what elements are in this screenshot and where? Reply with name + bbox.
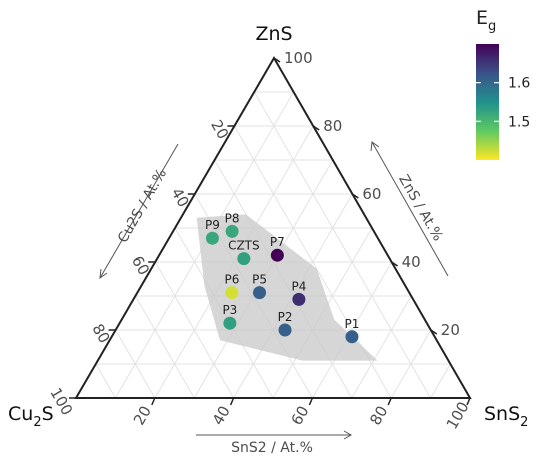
vertex-label-cu2s-tail: S xyxy=(42,403,54,425)
composition-region xyxy=(196,214,378,361)
point-p9 xyxy=(205,231,219,245)
vertex-label-sns2: SnS2 xyxy=(484,403,528,430)
vertex-label-sns2-base: SnS xyxy=(484,403,520,425)
colorbar-title-sub: g xyxy=(488,19,496,34)
point-p8 xyxy=(225,224,239,238)
vertex-label-zns: ZnS xyxy=(255,23,292,45)
vertex-label-cu2s: Cu2S xyxy=(8,403,54,430)
tick-mark-zns xyxy=(351,193,359,199)
point-label-p4: P4 xyxy=(291,279,306,293)
point-label-p5: P5 xyxy=(252,273,267,287)
point-p2 xyxy=(278,323,292,337)
tick-label-zns: 60 xyxy=(362,185,381,203)
ternary-frame xyxy=(74,56,472,399)
tick-label-zns: 80 xyxy=(323,117,342,135)
point-p6 xyxy=(225,286,239,300)
tick-mark-zns xyxy=(312,125,320,131)
tick-mark-zns xyxy=(430,329,438,335)
grid-line xyxy=(154,261,235,399)
tick-mark-sns2 xyxy=(466,397,471,406)
point-label-p2: P2 xyxy=(278,310,293,324)
colorbar-title-base: E xyxy=(476,7,488,29)
grid-line xyxy=(95,363,116,399)
point-label-p7: P7 xyxy=(270,235,285,249)
tick-mark-sns2 xyxy=(387,397,392,406)
grid-line xyxy=(430,363,451,399)
grid-line xyxy=(311,261,393,399)
point-p4 xyxy=(292,292,306,306)
colorbar-tick-label: 1.6 xyxy=(508,76,530,92)
colorbar-title: Eg xyxy=(476,7,496,34)
right-axis-arrowhead xyxy=(370,141,380,152)
colorbar-gradient xyxy=(476,44,499,160)
point-p1 xyxy=(345,330,359,344)
tick-label-sns2: 40 xyxy=(209,403,234,429)
left-axis-arrowhead xyxy=(99,268,108,280)
point-p5 xyxy=(253,286,267,300)
colorbar-legend: Eg 1.5 1.6 xyxy=(476,7,530,160)
tick-label-cu2s: 40 xyxy=(168,185,193,211)
grid-line xyxy=(390,329,432,399)
left-axis-arrow xyxy=(99,143,179,279)
vertex-label-cu2s-sub: 2 xyxy=(33,415,41,430)
bottom-axis-arrowhead xyxy=(343,430,353,440)
tick-mark-zns xyxy=(273,57,281,63)
point-p3 xyxy=(223,316,237,330)
tick-label-cu2s: 60 xyxy=(128,253,153,279)
tick-label-zns: 40 xyxy=(402,253,421,271)
point-label-p6: P6 xyxy=(225,273,240,287)
tick-mark-sns2 xyxy=(308,397,314,406)
tick-label-zns: 20 xyxy=(441,321,460,339)
bottom-axis-title-group: SnS2 / At.% xyxy=(196,430,353,456)
tick-mark-zns xyxy=(391,261,399,267)
data-points: P1 P2 P3 P4 P5 P6 P7 CZTS P8 P9 xyxy=(205,211,360,344)
colorbar-ticks: 1.5 1.6 xyxy=(476,76,530,130)
vertex-label-cu2s-base: Cu xyxy=(8,403,33,425)
point-czts xyxy=(237,252,251,266)
tick-label-sns2: 80 xyxy=(366,403,391,429)
bottom-axis-title: SnS2 / At.% xyxy=(231,440,313,456)
tick-mark-sns2 xyxy=(151,397,156,406)
grid-line xyxy=(134,295,195,399)
point-label-p9: P9 xyxy=(205,218,220,232)
left-axis-title: Cu2S / At.% xyxy=(115,166,170,246)
right-axis-arrow xyxy=(371,141,449,277)
tick-label-sns2: 20 xyxy=(130,403,155,429)
vertex-label-sns2-sub: 2 xyxy=(520,415,528,430)
grid-line xyxy=(253,91,432,399)
point-label-czts: CZTS xyxy=(228,239,260,253)
point-p7 xyxy=(270,248,284,262)
point-label-p3: P3 xyxy=(222,303,237,317)
tick-label-sns2: 60 xyxy=(288,403,313,429)
tick-label-zns: 100 xyxy=(284,49,313,67)
point-label-p8: P8 xyxy=(225,211,240,225)
point-label-p1: P1 xyxy=(345,317,360,331)
grid-line xyxy=(351,295,412,399)
colorbar-tick-label: 1.5 xyxy=(508,114,530,130)
tick-label-cu2s: 20 xyxy=(207,117,232,143)
right-axis-title: ZnS / At.% xyxy=(395,172,446,244)
tick-mark-sns2 xyxy=(229,397,235,406)
tick-label-cu2s: 80 xyxy=(88,321,113,347)
grid-line xyxy=(115,329,156,399)
